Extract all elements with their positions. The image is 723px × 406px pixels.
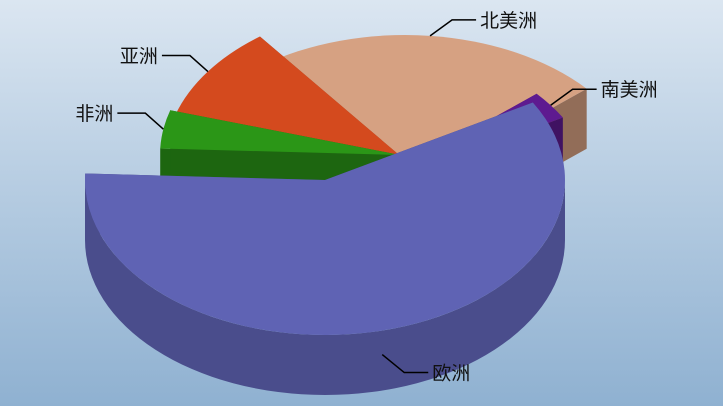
label-africa: 非洲 [75,103,163,129]
label-asia: 亚洲 [120,46,208,72]
svg-text:非洲: 非洲 [75,103,113,125]
svg-text:北美洲: 北美洲 [480,10,537,32]
svg-text:亚洲: 亚洲 [120,46,158,68]
label-north-america: 北美洲 [430,10,537,36]
pie-slices [85,35,587,395]
svg-text:南美洲: 南美洲 [601,79,658,101]
svg-text:欧洲: 欧洲 [432,363,470,385]
